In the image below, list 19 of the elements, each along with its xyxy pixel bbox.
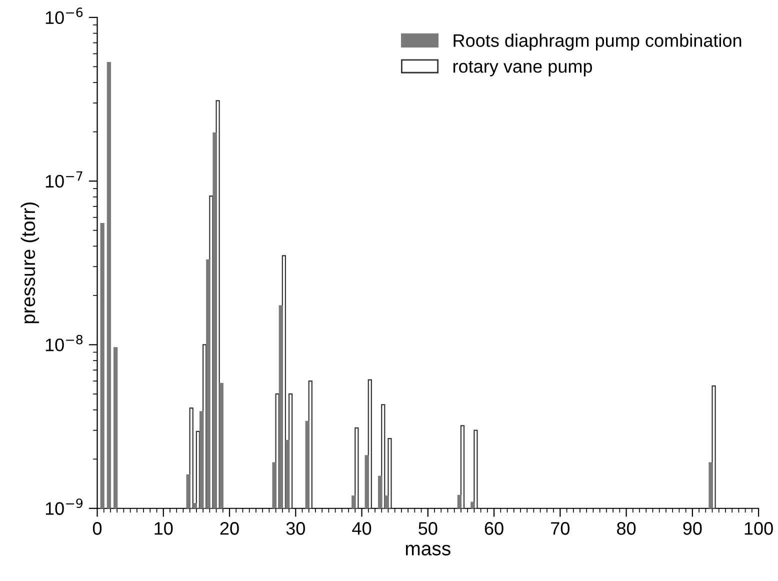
- x-tick-label: 20: [220, 522, 239, 535]
- x-tick-label: 40: [352, 522, 372, 535]
- x-tick-label: 30: [286, 522, 305, 535]
- legend-label: Roots diaphragm pump combination: [454, 34, 742, 51]
- x-tick-label: 70: [551, 522, 570, 535]
- y-tick-label: 10$^{−6}$: [46, 8, 83, 24]
- x-tick-label: 0: [92, 522, 102, 535]
- x-tick-label: 10: [154, 522, 173, 535]
- x-axis-title: mass: [406, 544, 450, 556]
- x-tick-label: 60: [484, 522, 504, 535]
- y-tick-label: 10$^{−8}$: [46, 334, 83, 352]
- y-tick-label: 10$^{−9}$: [46, 498, 83, 515]
- x-tick-label: 90: [683, 522, 702, 535]
- x-tick-label: 100: [744, 522, 773, 535]
- y-axis-title: pressure (torr): [20, 202, 39, 324]
- y-tick-label: 10$^{−7}$: [46, 171, 82, 188]
- x-tick-label: 50: [418, 522, 438, 535]
- x-tick-label: 80: [617, 522, 636, 535]
- legend-label: rotary vane pump: [453, 60, 592, 76]
